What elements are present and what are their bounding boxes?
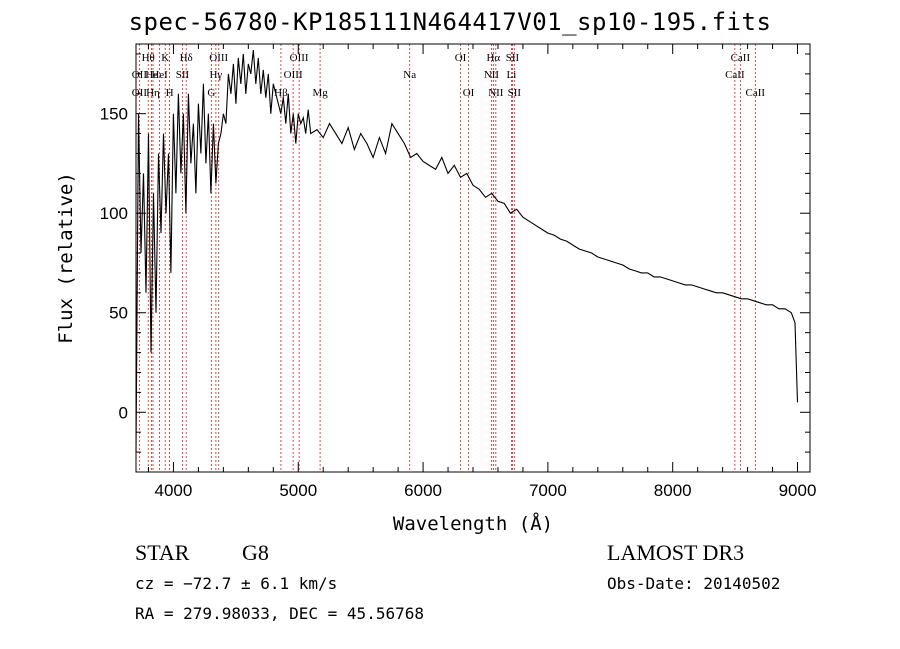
- spectral-line-label: HeI: [151, 69, 168, 81]
- spectral-line-label: Hγ: [209, 69, 222, 81]
- ra-dec-coordinates: RA = 279.98033, DEC = 45.56768: [135, 604, 424, 623]
- x-tick-label: 6000: [404, 481, 442, 500]
- y-tick-label: 100: [100, 204, 128, 223]
- spectral-line-label: Hδ: [180, 52, 193, 64]
- spectral-line-label: SII: [506, 52, 520, 64]
- spectral-line-label: Hθ: [142, 52, 155, 64]
- spectral-line-label: H: [166, 87, 174, 99]
- x-axis-label: Wavelength (Å): [393, 512, 553, 535]
- y-axis-label: Flux (relative): [55, 172, 77, 344]
- spectral-line-label: Li: [507, 69, 517, 81]
- x-tick-label: 9000: [779, 481, 817, 500]
- x-tick-label: 4000: [155, 481, 193, 500]
- spectral-line-label: CaII: [731, 52, 751, 64]
- redshift-velocity: cz = −72.7 ± 6.1 km/s: [135, 574, 338, 593]
- spectral-line-label: NII: [488, 87, 504, 99]
- flux-series-line: [135, 49, 799, 453]
- y-tick-label: 0: [119, 403, 128, 422]
- spectral-line-label: OIII: [284, 69, 303, 81]
- chart-title: spec-56780-KP185111N464417V01_sp10-195.f…: [128, 8, 772, 36]
- spectral-subclass: G8: [242, 540, 269, 565]
- spectral-line-label: Hα: [486, 52, 500, 64]
- spectral-line-label: CaII: [746, 87, 766, 99]
- spectral-line-label: Na: [403, 69, 416, 81]
- spectral-line-label: CaII: [725, 69, 745, 81]
- axis-ticks: 4000 5000 6000 7000 8000 9000 0 50 100 150: [100, 44, 817, 500]
- spectral-line-label: OI: [463, 87, 475, 99]
- survey-name: LAMOST DR3: [607, 540, 745, 565]
- spectral-line-markers: [138, 44, 756, 472]
- y-tick-label: 150: [100, 105, 128, 124]
- spectral-line-label: SII: [508, 87, 522, 99]
- spectral-line-label: OIII: [209, 52, 228, 64]
- spectral-line-label: Mg: [312, 87, 328, 99]
- spectral-line-label: NII: [484, 69, 500, 81]
- x-tick-label: 5000: [279, 481, 317, 500]
- observation-date: Obs-Date: 20140502: [607, 574, 781, 593]
- spectral-line-label: SII: [176, 69, 190, 81]
- spectral-line-label: OIII: [290, 52, 309, 64]
- x-tick-label: 7000: [529, 481, 567, 500]
- spectral-line-label: OI: [455, 52, 467, 64]
- object-class: STAR: [135, 540, 190, 565]
- spectral-line-label: K: [161, 52, 169, 64]
- y-tick-label: 50: [109, 304, 128, 323]
- spectral-line-label: G: [207, 87, 215, 99]
- x-tick-label: 8000: [654, 481, 692, 500]
- spectral-line-label: Hβ: [274, 87, 288, 99]
- spectral-line-label: OII: [132, 87, 148, 99]
- plot-frame: [135, 43, 811, 473]
- spectral-line-label: Hη: [146, 87, 160, 99]
- spectral-line-label: He: [145, 69, 158, 81]
